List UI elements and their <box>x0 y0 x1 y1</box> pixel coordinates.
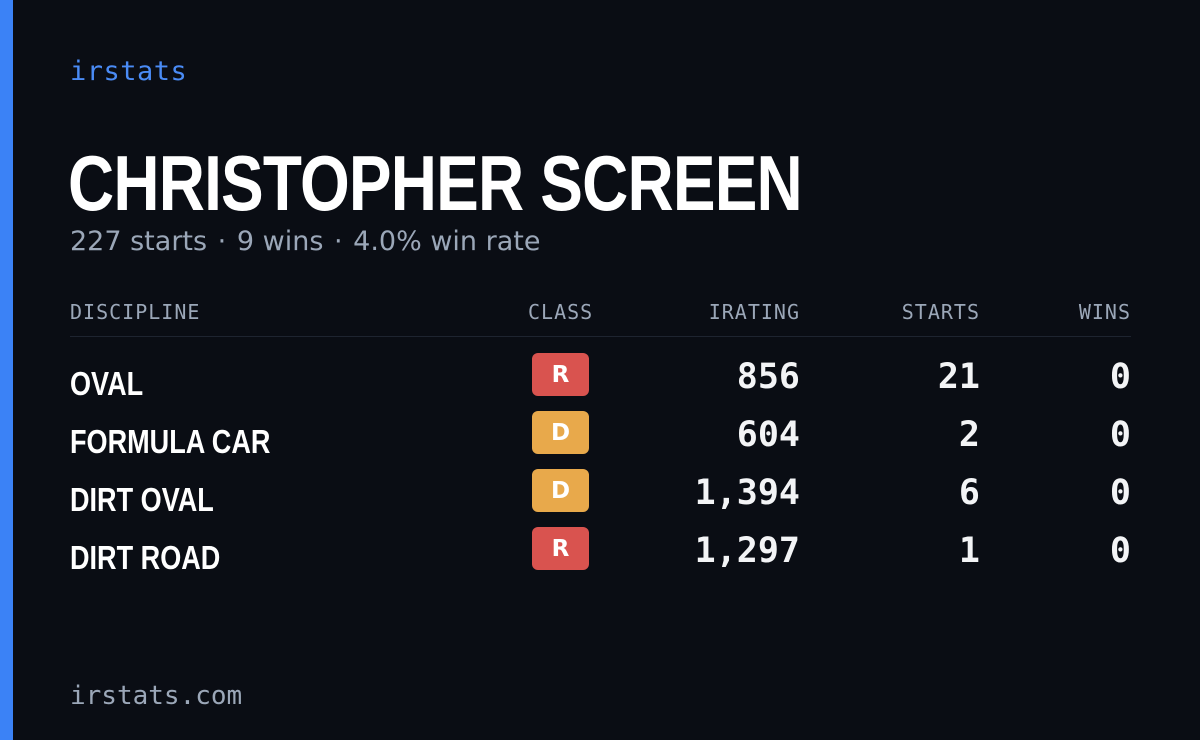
separator: · <box>217 226 227 257</box>
wins-value: 0 <box>1109 357 1131 397</box>
wins-value: 0 <box>1109 415 1131 455</box>
discipline-name: FORMULA CAR <box>70 423 271 460</box>
wins-summary: 9 wins <box>236 226 324 257</box>
header-class: CLASS <box>528 300 594 324</box>
table-body: OVAL R 856 21 0 FORMULA CAR D 604 2 0 DI… <box>70 337 1131 585</box>
table-row: OVAL R 856 21 0 <box>70 353 1131 411</box>
accent-bar <box>0 0 13 740</box>
discipline-name: OVAL <box>70 365 144 402</box>
starts-value: 6 <box>958 473 980 513</box>
class-badge: R <box>532 527 589 570</box>
irating-value: 1,394 <box>694 473 800 513</box>
footer-url[interactable]: irstats.com <box>70 681 243 711</box>
driver-summary: 227 starts · 9 wins · 4.0% win rate <box>70 226 540 257</box>
table-row: DIRT OVAL D 1,394 6 0 <box>70 469 1131 527</box>
irating-value: 604 <box>736 415 800 455</box>
driver-name: CHRISTOPHER SCREEN <box>68 139 803 227</box>
header-wins: WINS <box>1078 300 1131 324</box>
class-badge: D <box>532 469 589 512</box>
header-starts: STARTS <box>901 300 980 324</box>
discipline-name: DIRT ROAD <box>70 539 221 576</box>
discipline-table: DISCIPLINE CLASS IRATING STARTS WINS OVA… <box>70 298 1131 585</box>
win-rate-summary: 4.0% win rate <box>353 226 541 257</box>
irating-value: 856 <box>736 357 800 397</box>
table-header: DISCIPLINE CLASS IRATING STARTS WINS <box>70 298 1131 337</box>
discipline-name: DIRT OVAL <box>70 481 214 518</box>
starts-summary: 227 starts <box>70 226 208 257</box>
brand-logo[interactable]: irstats <box>70 56 188 87</box>
header-irating: IRATING <box>708 300 800 324</box>
starts-value: 21 <box>937 357 980 397</box>
starts-value: 1 <box>958 531 980 571</box>
separator: · <box>333 226 343 257</box>
class-badge: R <box>532 353 589 396</box>
table-row: DIRT ROAD R 1,297 1 0 <box>70 527 1131 585</box>
wins-value: 0 <box>1109 473 1131 513</box>
table-row: FORMULA CAR D 604 2 0 <box>70 411 1131 469</box>
starts-value: 2 <box>958 415 980 455</box>
class-badge: D <box>532 411 589 454</box>
wins-value: 0 <box>1109 531 1131 571</box>
irating-value: 1,297 <box>694 531 800 571</box>
header-discipline: DISCIPLINE <box>70 300 201 324</box>
